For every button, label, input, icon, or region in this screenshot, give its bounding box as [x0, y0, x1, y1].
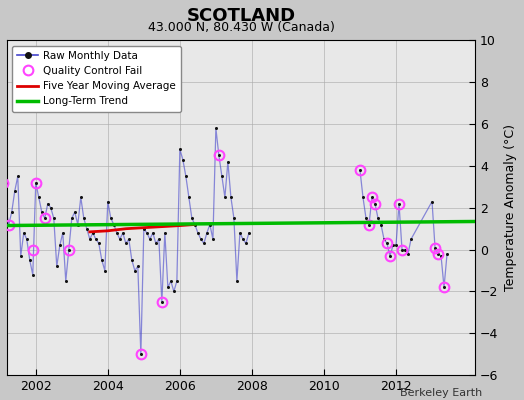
Y-axis label: Temperature Anomaly (°C): Temperature Anomaly (°C): [504, 124, 517, 291]
Text: 43.000 N, 80.430 W (Canada): 43.000 N, 80.430 W (Canada): [148, 21, 334, 34]
Legend: Raw Monthly Data, Quality Control Fail, Five Year Moving Average, Long-Term Tren: Raw Monthly Data, Quality Control Fail, …: [12, 46, 181, 112]
Text: Berkeley Earth: Berkeley Earth: [400, 388, 482, 398]
Title: SCOTLAND: SCOTLAND: [187, 7, 296, 25]
